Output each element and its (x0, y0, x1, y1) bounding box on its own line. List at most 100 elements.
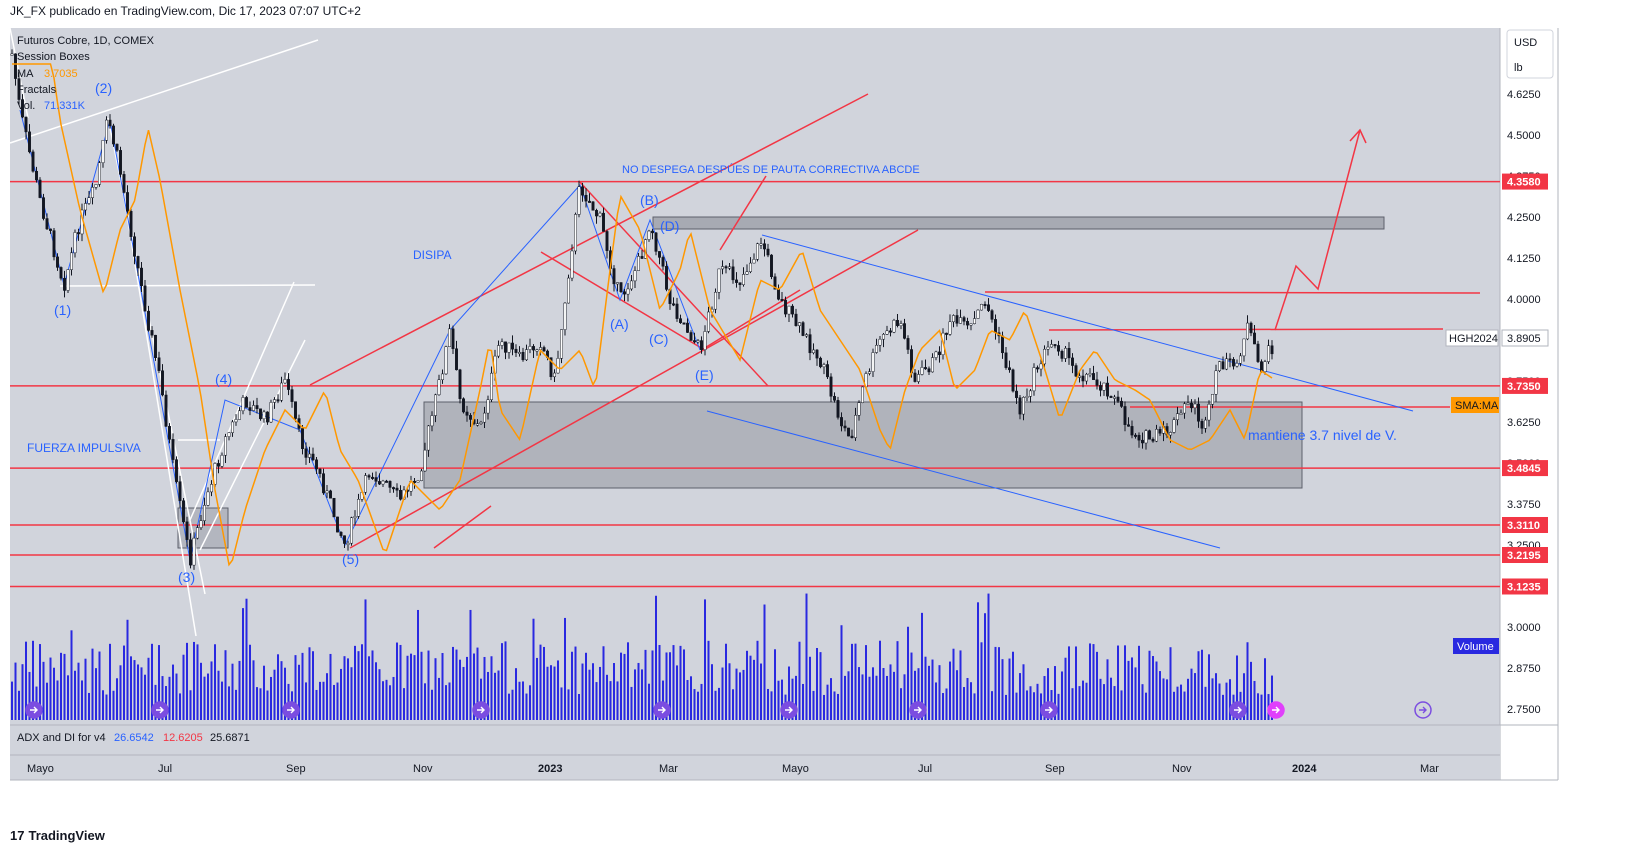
volume-bar (791, 678, 794, 720)
y-tick-label: 3.0000 (1507, 622, 1541, 634)
legend-symbol: Futuros Cobre, 1D, COMEX (17, 35, 155, 47)
candle-body (1176, 413, 1179, 420)
candle-body (1092, 373, 1095, 380)
volume-bar (651, 650, 654, 720)
volume-bar (126, 619, 129, 720)
event-markers[interactable] (25, 701, 1432, 719)
volume-bar (315, 689, 318, 720)
volume-bar (809, 656, 811, 720)
volume-bar (931, 659, 934, 720)
candle-body (553, 372, 556, 378)
volume-bar (284, 667, 286, 720)
candle-body (521, 351, 525, 361)
candle-body (812, 349, 815, 354)
candle-body (675, 303, 679, 319)
candle-body (1067, 347, 1071, 359)
candle-body (1088, 373, 1092, 376)
currency-box[interactable] (1506, 29, 1554, 79)
candle-body (178, 481, 182, 501)
y-tick-label: 2.7500 (1507, 704, 1541, 716)
volume-bar (725, 643, 727, 720)
candle-body (899, 323, 903, 326)
candle-body (658, 251, 661, 258)
candle-body (1267, 345, 1270, 362)
volume-bar (763, 604, 766, 720)
candle-body (682, 322, 686, 325)
event-marker-arrow (287, 706, 295, 714)
volume-bar (833, 691, 836, 720)
footer: 17 TradingView (10, 828, 105, 843)
candle-body (248, 407, 252, 411)
candle-body (101, 140, 105, 164)
volume-bar (1005, 694, 1007, 720)
volume-bar (1127, 660, 1130, 720)
candle-body (308, 453, 311, 458)
candle-body (602, 212, 605, 232)
candle-body (112, 125, 115, 145)
event-marker-arrow (1234, 706, 1242, 714)
volume-bar (1131, 657, 1133, 720)
candle-body (840, 417, 843, 427)
candle-body (721, 266, 724, 270)
candle-body (206, 491, 210, 506)
volume-bar (392, 676, 395, 720)
volume-bar (1124, 645, 1126, 720)
volume-bar (1187, 678, 1189, 720)
volume-bar (424, 683, 426, 720)
volume-bar (448, 682, 451, 720)
candle-body (819, 357, 822, 368)
candle-body (182, 500, 185, 523)
volume-bar (445, 685, 447, 720)
volume-bar (1236, 655, 1238, 720)
volume-bar (210, 661, 213, 720)
candle-body (850, 435, 854, 439)
small-box (177, 507, 229, 549)
candle-body (962, 317, 966, 322)
volume-bar (361, 644, 363, 720)
volume-bar (249, 644, 251, 720)
candle-body (1102, 382, 1106, 391)
candle-body (315, 459, 318, 470)
candle-body (875, 344, 878, 353)
level-tags: 4.3580 3.7350 3.4845 3.3110 3.2195 3.1235 (1502, 173, 1548, 595)
volume-bar (1008, 658, 1011, 720)
volume-bar (473, 653, 475, 720)
volume-bar (760, 663, 762, 720)
candle-body (574, 214, 577, 252)
candle-body (259, 408, 262, 420)
volume-bar (375, 662, 377, 720)
candle-body (766, 248, 770, 256)
wave-label: (E) (695, 367, 714, 383)
candle-body (1001, 335, 1004, 354)
volume-bar (378, 669, 381, 720)
candle-body (514, 348, 518, 353)
candle-body (756, 243, 759, 260)
volume-bar (1120, 690, 1123, 720)
volume-bar (1169, 647, 1172, 720)
candle-body (196, 527, 199, 539)
candle-body (98, 162, 101, 185)
candle-body (784, 299, 787, 315)
candle-body (304, 448, 308, 458)
volume-bar (886, 675, 888, 720)
candle-body (504, 341, 507, 353)
candle-body (1137, 434, 1141, 441)
y-tick-label: 3.6250 (1507, 417, 1541, 429)
volume-bar (1229, 679, 1231, 720)
candle-body (136, 256, 140, 269)
candle-body (448, 328, 451, 347)
volume-bar (1218, 683, 1221, 720)
volume-bar (1264, 658, 1266, 720)
volume-bar (88, 692, 90, 720)
volume-bar (1001, 659, 1004, 720)
candle-body (518, 351, 521, 354)
event-marker-icon[interactable] (1414, 701, 1432, 719)
candle-body (483, 412, 486, 423)
legend-ma-value: 3.7035 (44, 68, 78, 80)
volume-bar (508, 693, 510, 720)
candle-body (1050, 344, 1053, 348)
volume-bar (224, 650, 227, 720)
wave-label: (2) (95, 80, 112, 96)
candle-body (528, 346, 532, 350)
annotation-disipa: DISIPA (413, 248, 451, 262)
